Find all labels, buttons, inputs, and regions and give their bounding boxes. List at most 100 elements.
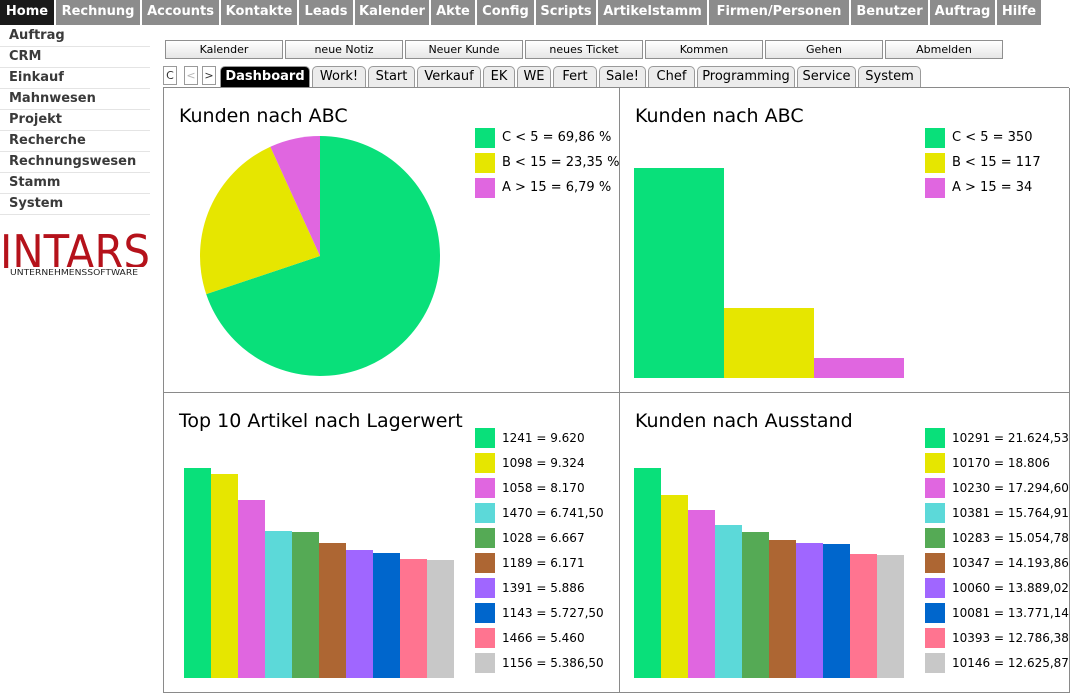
legend-swatch	[475, 578, 495, 598]
sidebar-item-recherche[interactable]: Recherche	[0, 131, 150, 152]
tab-next-button[interactable]: >	[202, 66, 216, 85]
legend-label: 10381 = 15.764,91	[952, 506, 1069, 520]
pie-slice-a-15	[270, 136, 320, 256]
nav-rechnung[interactable]: Rechnung	[56, 0, 140, 25]
bar-10060	[796, 543, 823, 678]
neues-ticket-button[interactable]: neues Ticket	[525, 40, 643, 59]
nav-home[interactable]: Home	[0, 0, 54, 25]
chart-title: Top 10 Artikel nach Lagerwert	[179, 410, 463, 432]
sidebar-item-projekt[interactable]: Projekt	[0, 110, 150, 131]
bar-b-15	[724, 308, 814, 378]
bar-1156	[427, 560, 454, 678]
tab-programming[interactable]: Programming	[697, 66, 795, 87]
nav-akte[interactable]: Akte	[431, 0, 475, 25]
legend-swatch	[475, 528, 495, 548]
legend-label: 1028 = 6.667	[502, 531, 585, 545]
nav-benutzer[interactable]: Benutzer	[851, 0, 928, 25]
legend-swatch	[475, 503, 495, 523]
tab-work[interactable]: Work!	[312, 66, 366, 87]
legend-label: 10081 = 13.771,14	[952, 606, 1069, 620]
pie-chart	[200, 136, 440, 376]
nav-accounts[interactable]: Accounts	[142, 0, 219, 25]
panel-kunden-abc-pie: Kunden nach ABC C < 5 = 69,86 % B < 15 = …	[164, 88, 620, 393]
bar-1098	[211, 474, 238, 678]
collapse-button[interactable]: C	[163, 66, 177, 85]
bar-10230	[688, 510, 715, 678]
intars-logo: INTARS UNTERNEHMENSSOFTWARE	[0, 225, 152, 280]
legend-swatch	[475, 653, 495, 673]
tab-we[interactable]: WE	[517, 66, 551, 87]
neue-notiz-button[interactable]: neue Notiz	[285, 40, 403, 59]
tab-prev-button[interactable]: <	[184, 66, 198, 85]
legend-label: 10283 = 15.054,78	[952, 531, 1069, 545]
legend-swatch	[925, 128, 945, 148]
legend-label: 1470 = 6.741,50	[502, 506, 604, 520]
legend-label: C < 5 = 350	[952, 130, 1033, 145]
sidebar-item-stamm[interactable]: Stamm	[0, 173, 150, 194]
nav-auftrag[interactable]: Auftrag	[930, 0, 995, 25]
legend-swatch	[475, 478, 495, 498]
legend-swatch	[475, 603, 495, 623]
neuer-kunde-button[interactable]: Neuer Kunde	[405, 40, 523, 59]
legend-label: 1098 = 9.324	[502, 456, 585, 470]
legend-swatch	[925, 178, 945, 198]
tab-chef[interactable]: Chef	[648, 66, 695, 87]
legend-label: A > 15 = 34	[952, 180, 1033, 195]
nav-kalender[interactable]: Kalender	[355, 0, 429, 25]
legend-label: 10146 = 12.625,87	[952, 656, 1069, 670]
tab-verkauf[interactable]: Verkauf	[417, 66, 481, 87]
pie-slice-b-15	[200, 146, 320, 295]
tab-sale[interactable]: Sale!	[599, 66, 646, 87]
legend-label: B < 15 = 117	[952, 155, 1041, 170]
sidebar-item-einkauf[interactable]: Einkauf	[0, 68, 150, 89]
bar-10081	[823, 544, 850, 678]
panel-kunden-abc-bar: Kunden nach ABC C < 5 = 350 B < 15 = 117 A…	[620, 88, 1070, 393]
legend-swatch	[475, 453, 495, 473]
nav-scripts[interactable]: Scripts	[536, 0, 596, 25]
nav-config[interactable]: Config	[477, 0, 534, 25]
legend-label: 1156 = 5.386,50	[502, 656, 604, 670]
tab-start[interactable]: Start	[368, 66, 415, 87]
sidebar-item-crm[interactable]: CRM	[0, 47, 150, 68]
tab-system[interactable]: System	[858, 66, 921, 87]
tab-dashboard[interactable]: Dashboard	[220, 66, 310, 88]
sidebar-item-auftrag[interactable]: Auftrag	[0, 26, 150, 47]
chart-title: Kunden nach ABC	[179, 105, 348, 127]
legend-label: 10060 = 13.889,02	[952, 581, 1069, 595]
intars-logo-image: INTARS UNTERNEHMENSSOFTWARE	[0, 225, 150, 279]
pie-slice-c-5	[206, 136, 440, 376]
bar-c-5	[634, 168, 724, 378]
sidebar-item-rechnungswesen[interactable]: Rechnungswesen	[0, 152, 150, 173]
legend-swatch	[925, 153, 945, 173]
bar-a-15	[814, 358, 904, 378]
nav-firmen-personen[interactable]: Firmen/Personen	[709, 0, 849, 25]
nav-hilfe[interactable]: Hilfe	[997, 0, 1041, 25]
legend-label: C < 5 = 69,86 %	[502, 130, 612, 145]
legend-swatch	[475, 553, 495, 573]
legend-swatch	[925, 428, 945, 448]
bar-1466	[400, 559, 427, 678]
legend-swatch	[475, 628, 495, 648]
kommen-button[interactable]: Kommen	[645, 40, 763, 59]
tab-ek[interactable]: EK	[483, 66, 515, 87]
chart-title: Kunden nach ABC	[635, 105, 804, 127]
sidebar-item-system[interactable]: System	[0, 194, 150, 215]
nav-artikelstamm[interactable]: Artikelstamm	[598, 0, 707, 25]
bar-1470	[265, 531, 292, 678]
legend-label: 10230 = 17.294,60	[952, 481, 1069, 495]
nav-kontakte[interactable]: Kontakte	[221, 0, 297, 25]
legend-swatch	[475, 178, 495, 198]
tab-fert[interactable]: Fert	[553, 66, 597, 87]
svg-text:UNTERNEHMENSSOFTWARE: UNTERNEHMENSSOFTWARE	[10, 268, 138, 277]
legend-swatch	[475, 428, 495, 448]
sidebar-item-mahnwesen[interactable]: Mahnwesen	[0, 89, 150, 110]
legend-label: B < 15 = 23,35 %	[502, 155, 620, 170]
legend-swatch	[925, 603, 945, 623]
tab-service[interactable]: Service	[797, 66, 856, 87]
kalender-button[interactable]: Kalender	[165, 40, 283, 59]
gehen-button[interactable]: Gehen	[765, 40, 883, 59]
abmelden-button[interactable]: Abmelden	[885, 40, 1003, 59]
sidebar: Auftrag CRM Einkauf Mahnwesen Projekt Recherc…	[0, 26, 150, 215]
legend-swatch	[925, 628, 945, 648]
nav-leads[interactable]: Leads	[299, 0, 353, 25]
